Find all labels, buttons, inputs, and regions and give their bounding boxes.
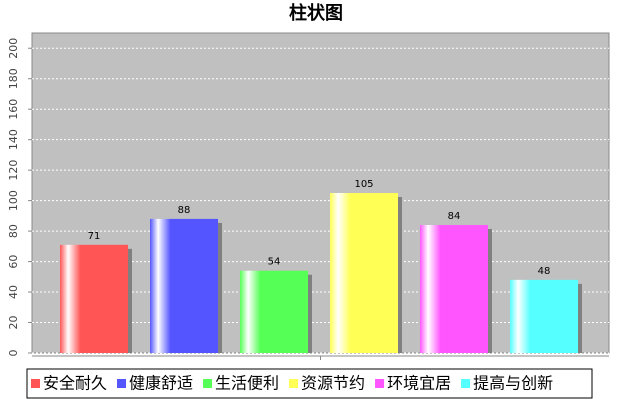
legend-label: 提高与创新 [473,374,553,393]
value-label: 105 [354,179,373,190]
y-tick-label: 200 [7,38,20,59]
y-tick-label: 40 [7,285,20,299]
value-label: 84 [448,211,461,222]
legend-swatch [203,379,213,388]
value-label: 48 [538,266,551,277]
legend-swatch [117,379,127,388]
y-tick-label: 180 [7,68,20,89]
bar [420,225,488,353]
value-label: 71 [88,231,101,242]
y-tick-label: 0 [7,350,20,357]
bar [60,244,128,353]
y-tick-label: 140 [7,129,20,150]
legend-swatch [31,379,40,388]
legend-swatch [375,379,385,388]
y-tick-label: 160 [7,99,20,120]
y-tick-label: 60 [7,255,20,269]
bar [330,193,398,353]
legend-label: 健康舒适 [129,374,193,393]
value-label: 88 [178,205,191,216]
legend-swatch [461,379,471,388]
y-tick-label: 20 [7,316,20,330]
y-tick-label: 100 [7,190,20,211]
y-tick-label: 80 [7,224,20,238]
legend-swatch [289,379,299,388]
value-label: 54 [268,257,281,268]
chart-title: 柱状图 [289,2,343,24]
bar [510,279,578,353]
bar [150,218,218,353]
legend-label: 生活便利 [215,374,279,393]
bar [240,270,308,353]
legend-label: 环境宜居 [387,374,451,393]
y-tick-label: 120 [7,160,20,181]
legend-label: 安全耐久 [43,374,107,393]
legend-label: 资源节约 [301,374,365,393]
